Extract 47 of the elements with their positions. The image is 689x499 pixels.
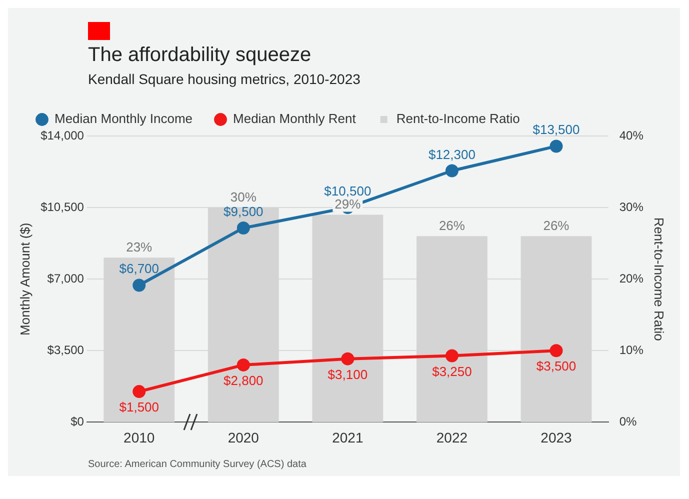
y2-tick-label: 30% [619,200,644,214]
data-label: 26% [543,218,570,234]
data-label: $3,100 [328,366,368,382]
data-label: $3,500 [536,358,576,374]
data-label: $6,700 [119,261,159,276]
data-label: $1,500 [119,400,159,415]
y-tick-label: $3,500 [47,342,84,357]
point [132,385,146,398]
y-tick-label: $7,000 [47,271,84,286]
y-tick-label: $0 [70,414,84,429]
point [550,344,563,358]
data-label: 29% [334,196,362,212]
chart-title: The affordability squeeze [88,44,312,67]
data-label: $2,800 [224,372,264,388]
point [132,278,146,292]
y-axis-title: Monthly Amount ($) [17,222,32,336]
point [236,358,250,372]
y-tick-label: $10,500 [40,200,84,214]
point [445,164,458,178]
x-tick-label: 2021 [332,429,364,446]
point [445,349,458,362]
y2-tick-label: 0% [619,414,638,429]
point [550,140,563,153]
y-tick-label: $14,000 [40,128,84,142]
y2-axis-title: Rent-to-Income Ratio [652,217,667,341]
x-tick-label: 2020 [228,429,260,446]
point [341,352,354,366]
data-label: $10,500 [324,184,372,199]
y2-tick-label: 40% [619,128,644,142]
data-label: $3,250 [432,364,472,379]
data-label: 26% [438,218,466,234]
legend-label: Rent-to-Income Ratio [396,111,520,126]
x-tick-label: 2022 [436,429,468,446]
y2-tick-label: 20% [619,271,644,286]
data-label: 23% [126,240,153,255]
chart-subtitle: Kendall Square housing metrics, 2010-2023 [88,71,362,87]
data-label: $13,500 [532,122,580,138]
source-note: Source: American Community Survey (ACS) data [88,459,308,470]
point [236,221,250,234]
x-tick-label: 2023 [540,429,572,446]
data-label: $12,300 [428,146,476,162]
x-tick-label: 2010 [124,429,155,446]
data-label: $9,500 [224,204,264,219]
legend-label: Median Monthly Rent [233,111,356,126]
legend-label: Median Monthly Income [54,111,193,126]
y2-tick-label: 10% [619,342,644,357]
data-label: 30% [230,190,257,205]
